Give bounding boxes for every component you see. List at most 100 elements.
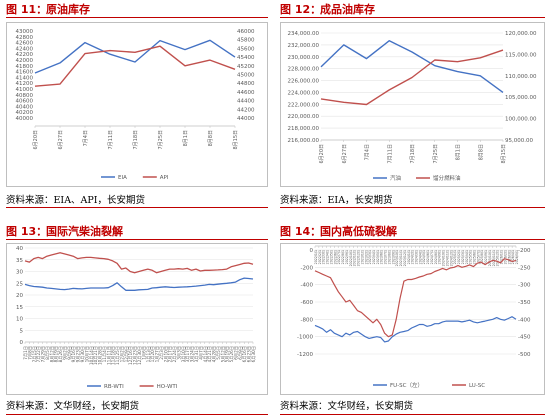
y-tick-label-right: -450: [518, 335, 531, 341]
series-line: [34, 45, 236, 87]
x-tick-label: 2022/4/1: [326, 250, 330, 264]
x-tick-label: 2026/3/1: [507, 250, 511, 264]
y-tick-label-left: 218,000.00: [288, 126, 320, 132]
panel-product-inventory: 图 12： 成品油库存 216,000.00 218,000.00 220,000.…: [280, 0, 545, 210]
x-tick-label: 4月21日: [207, 346, 213, 362]
series-line: [314, 258, 517, 338]
x-tick-label: 4月28日: [212, 346, 218, 362]
figure-number: 图 14：: [280, 225, 322, 238]
y-tick-label-right: -250: [518, 265, 531, 271]
y-tick-label-right: 105,000.00: [505, 95, 537, 101]
x-tick-label: 7月18日: [133, 130, 139, 150]
y-tick-label-left: 42200: [16, 52, 34, 58]
x-tick-label: 6月30日: [251, 346, 257, 362]
x-tick-label: 2025/5/1: [469, 250, 473, 264]
x-tick-label: 9月2日: [62, 346, 68, 360]
x-tick-label: 3月24日: [190, 346, 196, 362]
y-tick-label-left: 226,000.00: [288, 79, 320, 85]
x-tick-label: 2022/6/1: [333, 250, 337, 264]
y-tick-label-left: 20: [16, 293, 23, 299]
y-tick-label-right: 95,000.00: [505, 138, 533, 144]
series-line: [314, 316, 517, 343]
x-tick-label: 5月26日: [229, 346, 235, 362]
legend-label: FU-SC（左）: [390, 381, 423, 389]
x-tick-label: 2024/7/1: [430, 250, 434, 264]
x-tick-label: 7月1日: [23, 346, 29, 360]
x-tick-label: 2025/3/1: [461, 250, 465, 264]
y-tick-label-left: 0: [20, 340, 24, 346]
figure-title: 原油库存: [46, 3, 90, 16]
y-tick-label-right: 110,000.00: [505, 74, 537, 80]
y-tick-label-right: 44200: [237, 107, 255, 113]
x-tick-label: 8月8日: [478, 144, 484, 160]
x-tick-label: 2025/11/1: [492, 250, 496, 266]
x-tick-label: 5月19日: [225, 346, 231, 362]
x-tick-label: 2022/7/1: [337, 250, 341, 264]
x-tick-label: 5月12日: [220, 346, 226, 362]
y-tick-label-left: 232,000.00: [288, 43, 320, 49]
y-tick-label-left: 220,000.00: [288, 114, 320, 120]
x-tick-label: 10月7日: [84, 346, 90, 362]
series-line: [320, 49, 504, 106]
x-tick-label: 8月15日: [501, 144, 507, 164]
x-tick-label: 9月30日: [80, 346, 86, 362]
y-tick-label-left: 25: [16, 281, 23, 287]
y-tick-label-left: 10: [16, 317, 23, 323]
y-tick-label-left: 42000: [16, 58, 34, 64]
figure-title: 国际汽柴油裂解: [46, 225, 123, 238]
x-tick-label: 3月17日: [185, 346, 191, 362]
x-tick-label: 11月18日: [111, 346, 117, 365]
x-tick-label: 6月20日: [319, 144, 325, 164]
y-tick-label-right: 100,000.00: [505, 117, 537, 123]
x-tick-label: 5月5日: [216, 346, 222, 360]
x-tick-label: 2023/5/1: [376, 250, 380, 264]
chart-area: 40000 40200 40400 40600 40800 41000 41200 41400…: [6, 22, 268, 187]
x-tick-label: 12月2日: [119, 346, 125, 362]
x-tick-label: 2022/1/1: [314, 250, 318, 264]
y-tick-label-left: 15: [16, 305, 23, 311]
x-tick-label: 6月2日: [233, 346, 239, 360]
x-tick-label: 2026/5/1: [515, 250, 519, 264]
x-tick-label: 3月10日: [181, 346, 187, 362]
y-tick-label-left: 42400: [16, 46, 34, 52]
figure-number: 图 11：: [6, 3, 48, 16]
x-tick-label: 1月13日: [146, 346, 152, 362]
x-tick-label: 10月28日: [98, 346, 104, 365]
y-tick-label-left: 40: [16, 246, 23, 252]
x-tick-label: 2024/1/1: [407, 250, 411, 264]
x-tick-label: 1月6日: [141, 346, 147, 360]
x-tick-label: 4月14日: [203, 346, 209, 362]
x-tick-label: 2022/12/1: [357, 250, 361, 266]
panel-crude-inventory: 图 11： 原油库存 40000 40200 40400 40600 40800 4100…: [6, 0, 268, 210]
source-divider: [280, 207, 545, 208]
legend-label: HO-WTI: [157, 384, 178, 390]
x-tick-label: 2023/8/1: [387, 250, 391, 264]
x-tick-label: 8月19日: [54, 346, 60, 362]
x-tick-label: 6月27日: [342, 144, 348, 164]
x-tick-label: 6月27日: [58, 130, 64, 150]
x-tick-label: 2023/6/1: [380, 250, 384, 264]
x-tick-label: 6月20日: [33, 130, 39, 150]
y-tick-label-left: -600: [301, 300, 314, 306]
x-tick-label: 1月27日: [155, 346, 161, 362]
x-tick-label: 2025/4/1: [465, 250, 469, 264]
x-tick-label: 2022/3/1: [322, 250, 326, 264]
x-tick-label: 2025/8/1: [480, 250, 484, 264]
y-tick-label-right: 45600: [237, 46, 255, 52]
y-tick-label-left: 42600: [16, 41, 34, 47]
x-tick-label: 8月26日: [58, 346, 64, 362]
x-tick-label: 12月23日: [133, 346, 139, 365]
x-tick-label: 2026/2/1: [503, 250, 507, 264]
x-tick-label: 2024/6/1: [426, 250, 430, 264]
x-tick-label: 2024/5/1: [422, 250, 426, 264]
x-tick-label: 2023/10/1: [395, 250, 399, 266]
source-note: 资料来源：EIA、API，长安期货: [6, 195, 146, 206]
x-tick-label: 2022/10/1: [349, 250, 353, 266]
y-tick-label-right: 46000: [237, 29, 255, 35]
x-tick-label: 2025/7/1: [476, 250, 480, 264]
x-tick-label: 7月11日: [387, 144, 393, 164]
x-tick-label: 11月25日: [115, 346, 121, 365]
domestic-crack-chart: -1200 -1000 -800 -600 -400 -200 0 -500 -450 -400 -…: [297, 245, 531, 389]
x-tick-label: 2025/1/1: [453, 250, 457, 264]
x-tick-label: 8月1日: [456, 144, 462, 160]
